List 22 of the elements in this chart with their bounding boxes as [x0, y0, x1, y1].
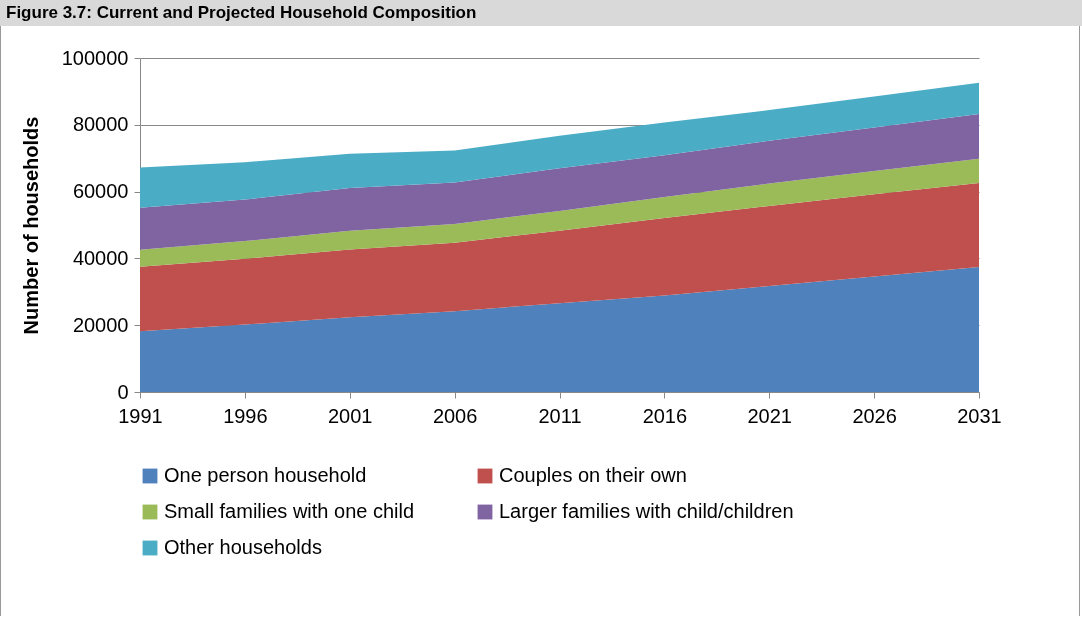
y-tick-label: 60000 [72, 180, 129, 203]
y-axis-title: Number of households [19, 116, 42, 335]
x-tick-label: 1996 [223, 404, 268, 427]
chart-title: Figure 3.7: Current and Projected Household Composition [0, 0, 1082, 26]
x-tick-label: 2006 [432, 404, 478, 427]
legend-label: Larger families with child/children [499, 500, 794, 522]
y-tick-label: 100000 [61, 46, 129, 69]
y-tick-label: 0 [117, 380, 129, 403]
legend-label: Other households [164, 536, 322, 558]
x-tick-label: 2001 [328, 404, 373, 427]
x-tick-label: 2011 [538, 404, 582, 427]
legend-label: One person household [164, 464, 367, 486]
x-tick-label: 2031 [957, 404, 1002, 427]
x-tick-label: 2021 [747, 404, 792, 427]
x-tick-label: 1991 [118, 404, 163, 427]
legend-label: Small families with one child [164, 500, 415, 522]
y-tick-label: 40000 [72, 246, 129, 269]
y-tick-label: 20000 [72, 313, 129, 336]
y-tick-label: 80000 [72, 113, 129, 136]
legend-label: Couples on their own [499, 464, 687, 486]
x-tick-label: 2026 [852, 404, 897, 427]
x-tick-label: 2016 [642, 404, 688, 427]
